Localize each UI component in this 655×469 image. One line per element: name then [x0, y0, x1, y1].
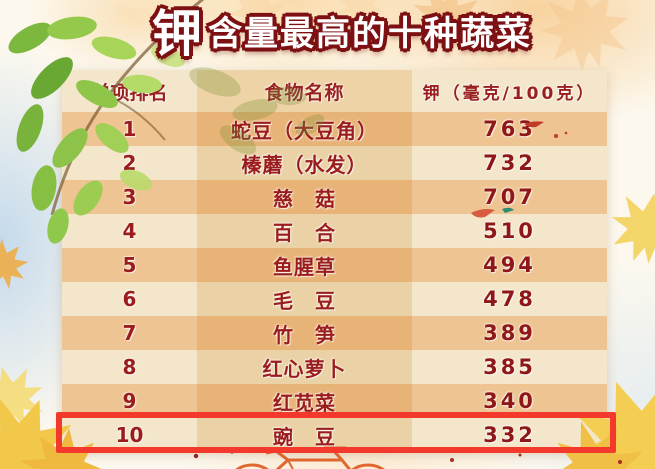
- table-row: 4 百 合 510: [62, 214, 607, 248]
- table-row: 6 毛 豆 478: [62, 282, 607, 316]
- ranking-table: 单项排名 食物名称 钾（毫克/100克） 1 蛇豆（大豆角） 763 2 榛蘑（…: [62, 70, 607, 452]
- value-cell: 510: [483, 219, 536, 243]
- food-cell: 竹 笋: [197, 316, 412, 350]
- food-cell: 毛 豆: [197, 282, 412, 316]
- table-row-highlighted: 10 豌 豆 332: [62, 418, 607, 452]
- food-cell: 蛇豆（大豆角）: [197, 112, 412, 146]
- food-cell: 榛蘑（水发）: [197, 146, 412, 180]
- food-cell: 豌 豆: [197, 418, 412, 452]
- title-rest-text: 含量最高的十种蔬菜: [208, 14, 532, 54]
- rank-cell: 9: [122, 389, 137, 413]
- title-highlight-char: 钾: [152, 5, 202, 63]
- rank-cell: 8: [122, 355, 137, 379]
- header-rank: 单项排名: [91, 81, 168, 104]
- value-cell: 494: [483, 253, 536, 277]
- value-cell: 478: [483, 287, 536, 311]
- header-food: 食物名称: [197, 70, 412, 112]
- small-orange-leaf: [0, 230, 38, 298]
- food-cell: 鱼腥草: [197, 248, 412, 282]
- food-cell: 百 合: [197, 214, 412, 248]
- rank-cell: 6: [122, 287, 137, 311]
- rank-cell: 5: [122, 253, 137, 277]
- header-potassium: 钾（毫克/100克）: [422, 83, 597, 104]
- rank-cell: 2: [122, 151, 137, 175]
- value-cell: 763: [483, 117, 536, 141]
- rank-cell: 4: [122, 219, 137, 243]
- table-row: 2 榛蘑（水发） 732: [62, 146, 607, 180]
- food-cell: 慈 菇: [197, 180, 412, 214]
- table-row: 7 竹 笋 389: [62, 316, 607, 350]
- value-cell: 340: [483, 389, 536, 413]
- value-cell: 732: [483, 151, 536, 175]
- value-cell: 332: [483, 423, 536, 447]
- rank-cell: 7: [122, 321, 137, 345]
- food-cell: 红苋菜: [197, 384, 412, 418]
- table-row: 8 红心萝卜 385: [62, 350, 607, 384]
- value-cell: 707: [483, 185, 536, 209]
- rank-cell: 10: [115, 423, 144, 447]
- table-row: 3 慈 菇 707: [62, 180, 607, 214]
- rank-cell: 3: [122, 185, 137, 209]
- page-title: 钾 含量最高的十种蔬菜: [112, 0, 572, 68]
- value-cell: 385: [483, 355, 536, 379]
- table-row: 1 蛇豆（大豆角） 763: [62, 112, 607, 146]
- value-cell: 389: [483, 321, 536, 345]
- table-header-row: 单项排名 食物名称 钾（毫克/100克）: [62, 70, 607, 112]
- rank-cell: 1: [122, 117, 137, 141]
- food-cell: 红心萝卜: [197, 350, 412, 384]
- table-row: 5 鱼腥草 494: [62, 248, 607, 282]
- table-row: 9 红苋菜 340: [62, 384, 607, 418]
